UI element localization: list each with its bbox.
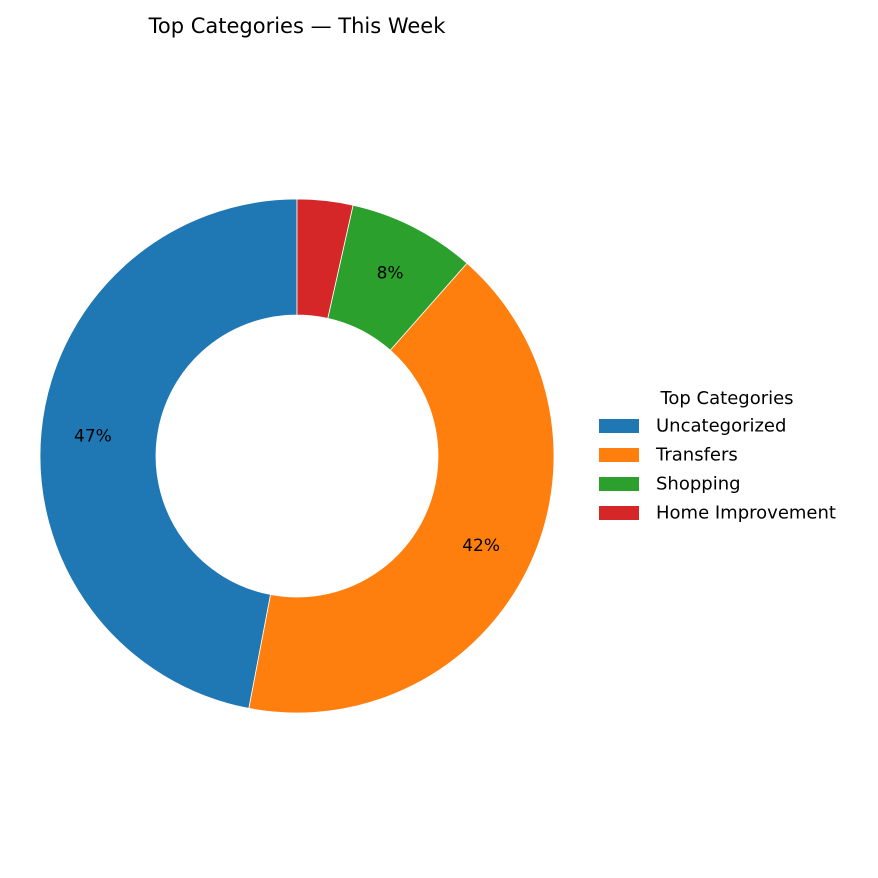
chart-title: Top Categories — This Week bbox=[148, 14, 447, 38]
donut-slices bbox=[39, 198, 555, 714]
percent-label-shopping: 8% bbox=[377, 263, 404, 283]
legend-label-shopping: Shopping bbox=[656, 474, 741, 495]
legend-swatch-transfers bbox=[599, 448, 639, 462]
legend-label-home-improvement: Home Improvement bbox=[656, 503, 836, 524]
legend-label-transfers: Transfers bbox=[655, 445, 738, 466]
percent-labels: 47% 42% 8% bbox=[74, 263, 500, 556]
legend-swatch-shopping bbox=[599, 477, 639, 491]
percent-label-transfers: 42% bbox=[462, 536, 500, 556]
percent-label-uncategorized: 47% bbox=[74, 427, 112, 447]
legend-title: Top Categories bbox=[659, 388, 793, 409]
legend-swatch-home-improvement bbox=[599, 506, 639, 520]
slice-uncategorized bbox=[39, 198, 298, 709]
legend: Top Categories Uncategorized Transfers Sho… bbox=[599, 388, 836, 524]
legend-swatch-uncategorized bbox=[599, 419, 639, 433]
legend-label-uncategorized: Uncategorized bbox=[656, 416, 786, 437]
slice-transfers bbox=[248, 262, 555, 714]
slice-home-improvement bbox=[296, 198, 354, 319]
